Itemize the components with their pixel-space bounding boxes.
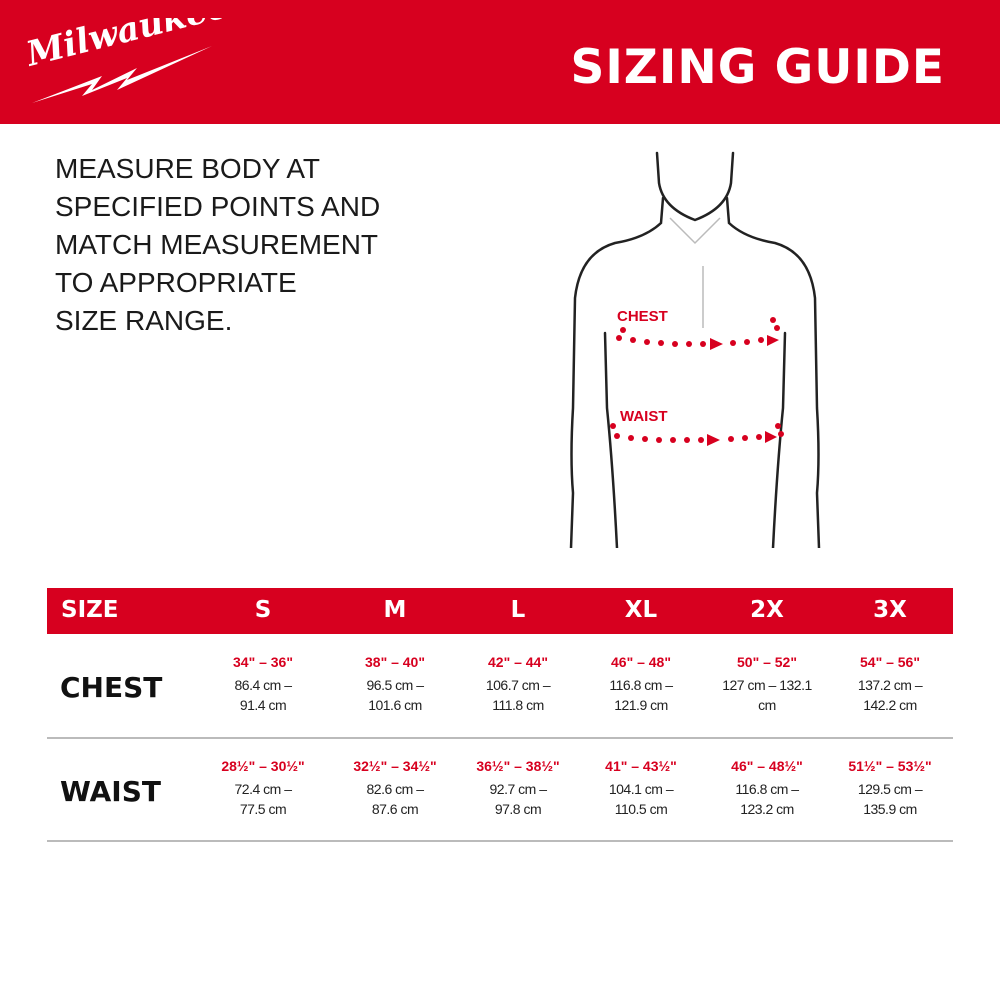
cm-range: 86.4 cm – (234, 677, 292, 693)
cm-range: 96.5 cm – (366, 677, 424, 693)
cm-range: 110.5 cm (614, 801, 668, 817)
table-cell: 54" – 56" 137.2 cm – 142.2 cm (825, 654, 955, 715)
cm-range: 97.8 cm (494, 801, 542, 817)
cm-range: 137.2 cm – (857, 677, 923, 693)
waist-measure-line (610, 423, 784, 446)
header-m: M (383, 597, 407, 623)
row-label-chest: CHEST (60, 671, 163, 704)
header-xl: XL (624, 597, 658, 623)
table-cell: 50" – 52" 127 cm – 132.1 cm (702, 654, 832, 715)
inches-range: 46" – 48" (611, 654, 671, 670)
table-cell: 46" – 48½" 116.8 cm – 123.2 cm (702, 758, 832, 819)
cm-range: 116.8 cm – (609, 677, 673, 693)
cm-range: 87.6 cm (371, 801, 419, 817)
cm-range: 91.4 cm (239, 697, 287, 713)
cm-range: 121.9 cm (614, 697, 668, 713)
instruction-line: MATCH MEASUREMENT (55, 229, 379, 260)
instruction-line: MEASURE BODY AT (55, 153, 321, 184)
header-2x: 2X (750, 597, 784, 623)
inches-range: 46" – 48½" (731, 758, 803, 774)
inches-range: 54" – 56" (860, 654, 920, 670)
cm-range: 129.5 cm – (857, 781, 923, 797)
instruction-line: TO APPROPRIATE (55, 267, 297, 298)
row-divider (47, 737, 953, 739)
page-title: SIZING GUIDE (570, 40, 945, 95)
table-cell: 42" – 44" 106.7 cm – 111.8 cm (453, 654, 583, 715)
table-cell: 36½" – 38½" 92.7 cm – 97.8 cm (453, 758, 583, 819)
chest-measure-line (616, 317, 780, 350)
inches-range: 51½" – 53½" (848, 758, 932, 774)
table-cell: 34" – 36" 86.4 cm – 91.4 cm (198, 654, 328, 715)
milwaukee-logo: Milwaukee (22, 18, 222, 103)
body-measurement-figure: CHEST WAIST (569, 151, 821, 548)
cm-range: 142.2 cm (863, 697, 917, 713)
svg-text:Milwaukee: Milwaukee (22, 18, 222, 75)
chest-label: CHEST (617, 308, 668, 325)
inches-range: 32½" – 34½" (353, 758, 437, 774)
inches-range: 36½" – 38½" (476, 758, 560, 774)
header-banner: Milwaukee SIZING GUIDE (0, 0, 1000, 124)
cm-range: cm (758, 697, 776, 713)
table-cell: 51½" – 53½" 129.5 cm – 135.9 cm (825, 758, 955, 819)
table-cell: 32½" – 34½" 82.6 cm – 87.6 cm (330, 758, 460, 819)
table-cell: 38" – 40" 96.5 cm – 101.6 cm (330, 654, 460, 715)
waist-label: WAIST (620, 408, 668, 425)
cm-range: 116.8 cm – (735, 781, 799, 797)
inches-range: 28½" – 30½" (221, 758, 305, 774)
cm-range: 101.6 cm (368, 697, 422, 713)
table-cell: 41" – 43½" 104.1 cm – 110.5 cm (576, 758, 706, 819)
cm-range: 92.7 cm – (489, 781, 547, 797)
cm-range: 104.1 cm – (608, 781, 674, 797)
instruction-line: SPECIFIED POINTS AND (55, 191, 381, 222)
cm-range: 106.7 cm – (485, 677, 551, 693)
cm-range: 72.4 cm – (234, 781, 292, 797)
cm-range: 123.2 cm (740, 801, 794, 817)
inches-range: 34" – 36" (233, 654, 293, 670)
cm-range: 111.8 cm (492, 697, 544, 713)
row-divider (47, 840, 953, 842)
inches-range: 42" – 44" (488, 654, 548, 670)
table-cell: 28½" – 30½" 72.4 cm – 77.5 cm (198, 758, 328, 819)
instruction-line: SIZE RANGE. (55, 305, 233, 336)
table-cell: 46" – 48" 116.8 cm – 121.9 cm (576, 654, 706, 715)
inches-range: 50" – 52" (737, 654, 797, 670)
cm-range: 135.9 cm (863, 801, 917, 817)
header-size: SIZE (61, 597, 119, 623)
header-3x: 3X (873, 597, 907, 623)
inches-range: 41" – 43½" (605, 758, 677, 774)
row-label-waist: WAIST (60, 775, 161, 808)
header-s: S (254, 597, 272, 623)
table-header: SIZE S M L XL 2X 3X (47, 588, 953, 634)
header-l: L (510, 597, 526, 623)
cm-range: 77.5 cm (239, 801, 287, 817)
cm-range: 127 cm – 132.1 (722, 677, 812, 693)
cm-range: 82.6 cm – (366, 781, 424, 797)
inches-range: 38" – 40" (365, 654, 425, 670)
instructions: MEASURE BODY AT SPECIFIED POINTS AND MAT… (55, 150, 415, 340)
